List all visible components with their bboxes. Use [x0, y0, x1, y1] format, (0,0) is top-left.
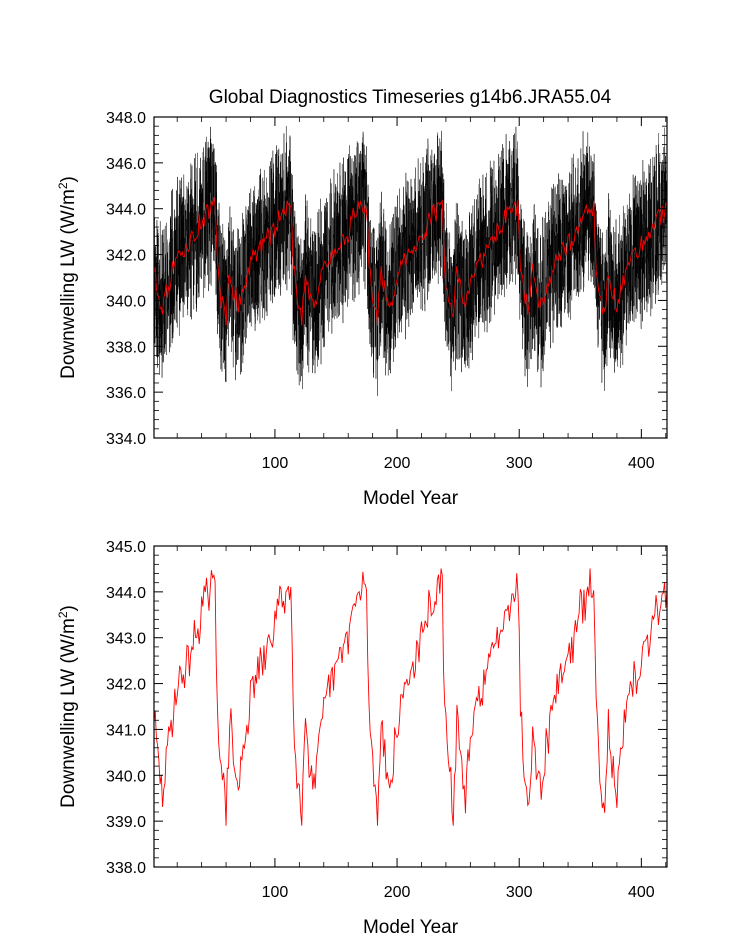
y-tick-label: 340.0 — [106, 293, 146, 310]
y-axis-label-close: ) — [58, 605, 79, 611]
y-tick-label: 344.0 — [106, 585, 146, 602]
y-tick-label: 336.0 — [106, 385, 146, 402]
figure-title: Global Diagnostics Timeseries g14b6.JRA5… — [209, 87, 612, 108]
y-tick-label: 342.0 — [106, 677, 146, 694]
plot-frame — [153, 545, 668, 868]
y-tick-label: 344.0 — [106, 202, 146, 219]
y-tick-label: 339.0 — [106, 814, 146, 831]
x-tick-label: 300 — [506, 884, 533, 901]
x-tick-label: 400 — [628, 455, 655, 472]
x-tick-label: 300 — [506, 455, 533, 472]
y-tick-label: 341.0 — [106, 722, 146, 739]
y-tick-label: 346.0 — [106, 156, 146, 173]
x-tick-label: 400 — [628, 884, 655, 901]
y-tick-label: 340.0 — [106, 768, 146, 785]
series-annual-line — [154, 568, 667, 826]
plot-area — [154, 568, 667, 826]
y-axis-label-main: Downwelling LW (W/m — [58, 189, 79, 379]
y-axis-label-main: Downwelling LW (W/m — [58, 618, 79, 808]
plot-frame — [153, 116, 668, 439]
y-tick-label: 345.0 — [106, 539, 146, 556]
y-axis-label: Downwelling LW (W/m2) — [56, 605, 79, 808]
y-tick-label: 348.0 — [106, 110, 146, 127]
plot-area — [154, 126, 667, 396]
x-tick-label: 100 — [262, 455, 289, 472]
y-axis-label-close: ) — [58, 176, 79, 182]
x-tick-label: 200 — [384, 455, 411, 472]
bottom-chart-panel: 338.0 339.0 340.0 341.0 342.0 343.0 344.0 345.0… — [56, 539, 668, 938]
x-axis-label: Model Year — [363, 917, 459, 938]
x-tick-label: 100 — [262, 884, 289, 901]
top-chart-panel: 334.0 336.0 338.0 340.0 342.0 344.0 346.0 348.0… — [56, 110, 668, 509]
y-axis-label: Downwelling LW (W/m2) — [56, 176, 79, 379]
y-tick-label: 342.0 — [106, 248, 146, 265]
x-axis-label: Model Year — [363, 488, 459, 509]
y-tick-label: 338.0 — [106, 860, 146, 877]
x-tick-label: 200 — [384, 884, 411, 901]
y-axis-label-superscript: 2 — [56, 182, 70, 189]
y-tick-label: 338.0 — [106, 339, 146, 356]
series-annual-line — [154, 197, 667, 326]
y-tick-label: 343.0 — [106, 631, 146, 648]
series-monthly-line — [154, 126, 667, 396]
y-tick-label: 334.0 — [106, 431, 146, 448]
y-axis-label-superscript: 2 — [56, 611, 70, 618]
